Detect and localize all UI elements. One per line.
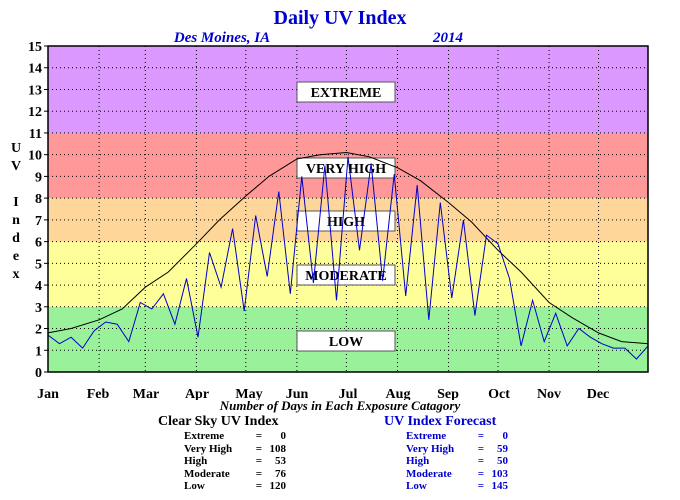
clear-sky-series-line	[47, 151, 649, 345]
forecast-stat-row-label: High	[406, 455, 430, 467]
x-tick-label: Apr	[185, 387, 209, 400]
clear-sky-stat-row: Low = 120	[184, 480, 286, 493]
forecast-stats: UV Index Forecast Extreme = 0 Very High = 59 H…	[384, 414, 508, 493]
clear-sky-stat-row-eq: =	[255, 430, 262, 442]
clear-sky-stat-row-label: Extreme	[184, 430, 225, 442]
y-tick-label: 13	[28, 83, 42, 98]
band-label-box-moderate	[296, 264, 396, 286]
forecast-stat-row-eq: =	[477, 467, 484, 480]
band-label-box-low	[296, 330, 396, 352]
clear-sky-stat-row-value: 53	[275, 455, 286, 467]
y-axis-label: UV Index	[11, 141, 21, 282]
clear-sky-stat-row: Moderate = 76	[184, 468, 286, 481]
clear-sky-stat-row: Extreme = 0	[184, 430, 286, 443]
clear-sky-stat-row-eq: =	[255, 480, 262, 492]
clear-sky-stat-row: High = 53	[184, 455, 286, 468]
clear-sky-stat-row-label: Low	[184, 480, 205, 492]
clear-sky-stats: Clear Sky UV Index Extreme = 0 Very High = 10…	[158, 414, 286, 493]
band-label-moderate: MODERATE	[305, 269, 386, 284]
clear-sky-stats-header: Clear Sky UV Index	[158, 414, 279, 429]
band-label-high: HIGH	[327, 215, 365, 230]
forecast-stat-row-value: 145	[491, 480, 509, 492]
y-tick-label: 15	[28, 40, 42, 55]
y-tick-label: 2	[35, 323, 42, 338]
clear-sky-stat-row-label: Very High	[184, 442, 233, 455]
forecast-stat-row-label: Low	[406, 480, 427, 492]
y-axis-label-char: I	[13, 195, 18, 210]
x-tick-label: Jun	[286, 387, 309, 400]
y-axis-label-char: V	[11, 159, 21, 174]
band-label-box-extreme	[296, 81, 396, 103]
y-tick-label: 11	[29, 127, 42, 142]
y-tick-label: 3	[35, 301, 42, 316]
x-tick-label: Feb	[87, 387, 110, 400]
x-tick-label: Mar	[133, 387, 159, 400]
y-tick-label: 12	[28, 105, 42, 120]
forecast-stat-row-eq: =	[477, 430, 484, 442]
band-label-extreme: EXTREME	[311, 86, 382, 101]
forecast-stat-row: Very High = 59	[406, 443, 508, 456]
clear-sky-stat-row: Very High = 108	[184, 443, 286, 456]
forecast-stat-row-label: Very High	[406, 442, 455, 455]
chart-title: Daily UV Index	[274, 7, 407, 29]
x-tick-label: Jan	[37, 387, 59, 400]
clear-sky-stat-row-value: 120	[269, 480, 287, 492]
x-tick-label: Oct	[488, 387, 510, 400]
y-tick-label: 14	[28, 62, 42, 77]
uv-index-chart: Daily UV Index Des Moines, IA 2014 LOWMO…	[11, 7, 649, 400]
y-axis-label-char: n	[12, 213, 20, 228]
clear-sky-stat-row-value: 0	[280, 430, 287, 442]
clear-sky-stat-row-value: 76	[275, 467, 286, 480]
forecast-stats-header: UV Index Forecast	[384, 414, 497, 429]
clear-sky-stat-row-eq: =	[255, 455, 262, 467]
y-tick-label: 8	[35, 192, 42, 207]
x-tick-label: Jul	[339, 387, 358, 400]
forecast-stat-row: High = 50	[406, 455, 508, 468]
y-tick-label: 7	[35, 214, 42, 229]
plot-frame	[47, 45, 649, 373]
x-tick-label: Sep	[437, 387, 459, 400]
forecast-stat-row-eq: =	[477, 455, 484, 467]
x-tick-label: May	[235, 387, 262, 400]
y-tick-label: 1	[35, 344, 42, 359]
clear-sky-stat-row-eq: =	[255, 442, 262, 455]
x-tick-label: Aug	[386, 387, 411, 400]
band-label-low: LOW	[329, 335, 363, 350]
y-tick-label: 5	[35, 257, 42, 272]
y-axis-label-char: x	[13, 267, 20, 282]
forecast-stat-row-value: 59	[497, 442, 508, 455]
y-tick-label: 0	[35, 366, 42, 381]
x-tick-label: Dec	[587, 387, 610, 400]
clear-sky-stat-row-label: High	[184, 455, 208, 467]
forecast-stat-row: Moderate = 103	[406, 468, 508, 481]
forecast-stat-row-label: Extreme	[406, 430, 447, 442]
forecast-series-line	[47, 156, 649, 360]
y-tick-label: 9	[35, 170, 42, 185]
forecast-stat-row-value: 50	[497, 455, 508, 467]
forecast-stat-row: Low = 145	[406, 480, 508, 493]
clear-sky-stat-row-value: 108	[269, 442, 287, 455]
clear-sky-stat-row-eq: =	[255, 467, 262, 480]
y-axis-label-char: e	[13, 249, 19, 264]
x-tick-label: Nov	[537, 387, 561, 400]
chart-subtitle-location: Des Moines, IA	[173, 30, 270, 46]
clear-sky-stat-row-label: Moderate	[184, 467, 230, 480]
forecast-stat-row-eq: =	[477, 442, 484, 455]
y-axis-label-char: d	[12, 231, 20, 246]
y-axis-label-char: U	[11, 141, 21, 156]
forecast-stat-row-eq: =	[477, 480, 484, 492]
x-axis-caption: Number of Days in Each Exposure Catagory	[219, 398, 461, 413]
forecast-stat-row-label: Moderate	[406, 467, 452, 480]
band-label-very-high: VERY HIGH	[306, 162, 386, 177]
y-tick-label: 10	[28, 149, 42, 164]
forecast-stat-row-value: 0	[502, 430, 509, 442]
forecast-stat-row: Extreme = 0	[406, 430, 508, 443]
chart-series	[47, 151, 649, 360]
forecast-stat-row-value: 103	[491, 467, 509, 480]
uv-category-labels: LOW MODERATE HIGH VERY HIGH EXTREME	[296, 81, 396, 352]
y-tick-label: 4	[35, 279, 42, 294]
y-tick-label: 6	[35, 236, 42, 251]
chart-subtitle-year: 2014	[432, 30, 464, 46]
